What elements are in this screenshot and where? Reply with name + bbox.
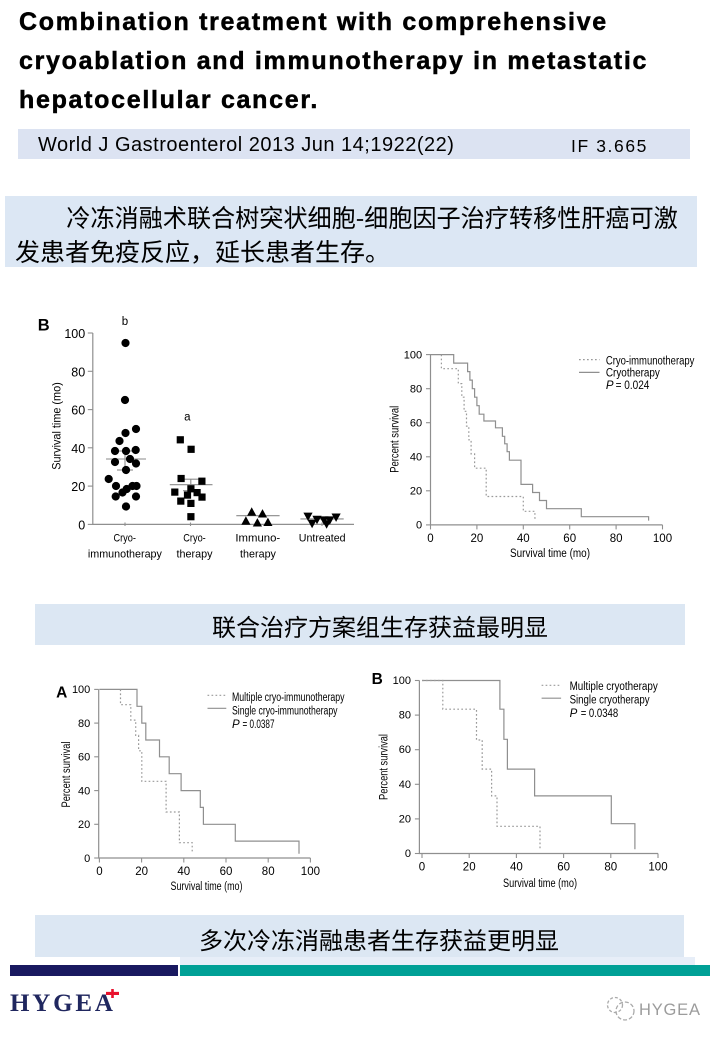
svg-text:20: 20 — [410, 486, 422, 498]
svg-text:100: 100 — [72, 684, 90, 696]
svg-text:100: 100 — [393, 675, 411, 687]
svg-text:Percent survival: Percent survival — [390, 406, 402, 473]
svg-text:100: 100 — [404, 349, 422, 361]
svg-text:Survival time (mo): Survival time (mo) — [50, 382, 64, 470]
svg-text:Percent survival: Percent survival — [379, 734, 391, 800]
svg-text:0: 0 — [96, 866, 102, 878]
svg-text:20: 20 — [463, 862, 476, 874]
svg-text:80: 80 — [78, 718, 90, 730]
svg-text:P: P — [606, 380, 614, 392]
svg-text:a: a — [184, 411, 191, 423]
svg-text:40: 40 — [410, 452, 422, 464]
svg-text:0: 0 — [416, 520, 422, 532]
svg-text:80: 80 — [604, 862, 617, 874]
svg-text:immunotherapy: immunotherapy — [88, 548, 162, 560]
svg-text:Percent survival: Percent survival — [61, 742, 73, 808]
svg-text:Cryo-: Cryo- — [183, 532, 206, 544]
svg-text:P: P — [232, 719, 240, 731]
svg-text:60: 60 — [71, 404, 85, 418]
svg-text:Multiple cryotherapy: Multiple cryotherapy — [570, 681, 658, 693]
svg-text:60: 60 — [220, 866, 233, 878]
svg-text:60: 60 — [410, 418, 422, 430]
svg-text:0: 0 — [419, 862, 425, 874]
svg-text:40: 40 — [78, 785, 90, 797]
svg-text:= 0.024: = 0.024 — [616, 380, 650, 392]
svg-text:40: 40 — [510, 862, 523, 874]
svg-text:= 0.0387: = 0.0387 — [243, 719, 275, 731]
svg-text:Single cryotherapy: Single cryotherapy — [570, 694, 650, 706]
svg-text:80: 80 — [399, 710, 411, 722]
svg-text:Multiple cryo-immunotherapy: Multiple cryo-immunotherapy — [232, 692, 345, 704]
svg-text:80: 80 — [410, 384, 422, 396]
svg-text:therapy: therapy — [240, 548, 276, 560]
svg-text:40: 40 — [517, 533, 530, 545]
svg-text:60: 60 — [563, 533, 576, 545]
svg-text:60: 60 — [557, 862, 570, 874]
svg-text:20: 20 — [135, 866, 148, 878]
svg-text:A: A — [56, 684, 67, 701]
svg-text:Untreated: Untreated — [299, 532, 346, 544]
svg-text:20: 20 — [471, 533, 484, 545]
svg-text:20: 20 — [71, 480, 85, 494]
svg-text:Survival time (mo): Survival time (mo) — [503, 878, 577, 890]
svg-text:100: 100 — [648, 862, 667, 874]
svg-text:0: 0 — [84, 853, 90, 865]
svg-text:100: 100 — [301, 866, 320, 878]
svg-text:P: P — [570, 708, 578, 720]
svg-text:0: 0 — [78, 518, 85, 532]
svg-text:B: B — [38, 317, 50, 335]
svg-text:60: 60 — [399, 744, 411, 756]
svg-text:0: 0 — [427, 533, 433, 545]
svg-text:40: 40 — [71, 442, 85, 456]
svg-text:Single cryo-immunotherapy: Single cryo-immunotherapy — [232, 705, 338, 717]
svg-text:Cryo-: Cryo- — [113, 532, 136, 544]
svg-text:80: 80 — [262, 866, 275, 878]
svg-text:80: 80 — [610, 533, 623, 545]
svg-text:20: 20 — [78, 819, 90, 831]
svg-text:Survival time (mo): Survival time (mo) — [510, 548, 590, 560]
svg-text:40: 40 — [399, 779, 411, 791]
svg-text:100: 100 — [653, 533, 672, 545]
svg-text:40: 40 — [177, 866, 190, 878]
svg-text:Cryo-immunotherapy: Cryo-immunotherapy — [606, 356, 695, 368]
svg-text:60: 60 — [78, 752, 90, 764]
svg-text:B: B — [372, 671, 383, 688]
svg-text:therapy: therapy — [177, 548, 213, 560]
svg-text:100: 100 — [64, 327, 85, 341]
svg-text:20: 20 — [399, 813, 411, 825]
svg-text:Cryotherapy: Cryotherapy — [606, 368, 660, 380]
svg-text:Immuno-: Immuno- — [235, 532, 280, 544]
svg-text:b: b — [122, 316, 128, 328]
svg-text:Survival time (mo): Survival time (mo) — [171, 881, 243, 893]
svg-text:0: 0 — [405, 848, 411, 860]
svg-text:= 0.0348: = 0.0348 — [581, 708, 619, 720]
svg-text:80: 80 — [71, 365, 85, 379]
